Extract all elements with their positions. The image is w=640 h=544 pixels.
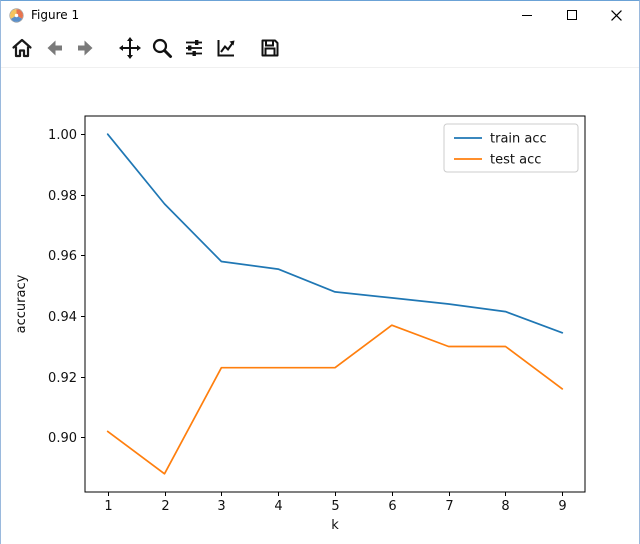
chart-line-icon <box>217 40 235 57</box>
toolbar-forward-button[interactable] <box>71 33 101 63</box>
x-tick-label: 8 <box>501 499 509 514</box>
y-tick-label: 1.00 <box>48 128 77 143</box>
y-axis-label: accuracy <box>14 274 29 333</box>
matplotlib-logo-icon <box>9 7 24 23</box>
line-chart[interactable]: 1 2 3 4 5 6 7 8 9 0.90 0.92 0.94 0.96 0.98 1.00 k accura… <box>1 68 639 544</box>
series-line-train-acc <box>106 133 564 334</box>
toolbar-separator <box>243 33 255 63</box>
titlebar[interactable]: Figure 1 <box>1 1 639 29</box>
move-arrows-icon <box>119 37 141 59</box>
window-controls <box>504 1 639 29</box>
y-tick-label: 0.98 <box>48 189 77 204</box>
maximize-icon <box>566 10 577 20</box>
minimize-icon <box>521 15 532 16</box>
home-icon <box>12 38 32 58</box>
magnifier-icon <box>152 38 172 58</box>
toolbar-home-button[interactable] <box>7 33 37 63</box>
toolbar-separator <box>103 33 115 63</box>
toolbar-back-button[interactable] <box>39 33 69 63</box>
x-tick-label: 1 <box>104 499 112 514</box>
minimize-button[interactable] <box>504 1 549 29</box>
toolbar-zoom-button[interactable] <box>147 33 177 63</box>
toolbar-edit-axis-button[interactable] <box>211 33 241 63</box>
x-tick-label: 9 <box>558 499 566 514</box>
window-title: Figure 1 <box>31 8 80 22</box>
close-icon <box>611 9 622 21</box>
toolbar-pan-button[interactable] <box>115 33 145 63</box>
back-arrow-icon <box>47 40 62 56</box>
toolbar-configure-subplots-button[interactable] <box>179 33 209 63</box>
y-tick-label: 0.96 <box>48 249 77 264</box>
x-tick-label: 2 <box>161 499 169 514</box>
x-tick-label: 6 <box>388 499 396 514</box>
floppy-disk-icon <box>261 39 279 57</box>
navigation-toolbar <box>1 29 639 68</box>
forward-arrow-icon <box>78 40 93 56</box>
legend: train acc test acc <box>443 123 579 173</box>
figure-canvas[interactable]: 1 2 3 4 5 6 7 8 9 0.90 0.92 0.94 0.96 0.98 1.00 k accura… <box>1 68 639 544</box>
legend-box <box>443 123 579 173</box>
legend-label: train acc <box>490 132 547 147</box>
x-axis-label: k <box>331 518 339 533</box>
y-tick-label: 0.92 <box>48 371 77 386</box>
x-tick-label: 4 <box>274 499 282 514</box>
maximize-button[interactable] <box>549 1 594 29</box>
x-tick-label: 3 <box>217 499 225 514</box>
y-tick-label: 0.90 <box>48 431 77 446</box>
x-tick-label: 7 <box>445 499 453 514</box>
series-line-test-acc <box>106 324 564 475</box>
close-button[interactable] <box>594 1 639 29</box>
x-tick-label: 5 <box>331 499 339 514</box>
toolbar-save-button[interactable] <box>255 33 285 63</box>
legend-label: test acc <box>490 153 541 168</box>
sliders-icon <box>186 40 202 56</box>
y-tick-label: 0.94 <box>48 310 77 325</box>
